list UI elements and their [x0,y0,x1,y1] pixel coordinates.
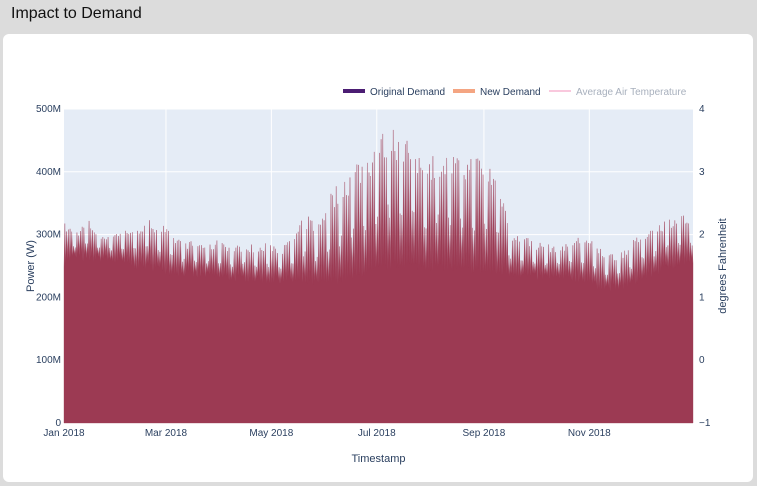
legend-item[interactable]: New Demand [453,87,541,98]
y-tick-label: 400M [36,167,61,178]
chart-card: 0 100M 200M 300M 400M 500M −1 0 1 2 3 4 Jan 2018 Mar … [3,34,753,482]
y2-tick-label: 0 [699,355,705,366]
legend-label: New Demand [480,87,541,98]
demand-chart: 0 100M 200M 300M 400M 500M −1 0 1 2 3 4 Jan 2018 Mar … [25,87,729,465]
y2-tick-label: −1 [699,418,711,429]
x-tick-label: May 2018 [249,428,293,439]
x-axis-title: Timestamp [352,453,406,465]
y-tick-label: 200M [36,292,61,303]
x-tick-label: Nov 2018 [568,428,611,439]
legend-label: Original Demand [370,87,445,98]
legend-label: Average Air Temperature [576,87,687,98]
y-axis-title: Power (W) [25,240,37,292]
page-title: Impact to Demand [11,5,142,22]
x-tick-label: Sep 2018 [462,428,505,439]
y2-tick-label: 1 [699,292,705,303]
y-tick-label: 300M [36,230,61,241]
y-tick-label: 500M [36,104,61,115]
y2-axis-title: degrees Fahrenheit [717,218,729,313]
x-tick-label: Mar 2018 [145,428,188,439]
x-tick-label: Jan 2018 [43,428,85,439]
legend-item[interactable]: Original Demand [343,87,445,98]
demand-area [63,129,694,424]
y2-tick-label: 4 [699,104,705,115]
legend-item[interactable]: Average Air Temperature [549,87,687,98]
y2-tick-label: 2 [699,230,705,241]
area-layer [63,129,694,424]
y2-tick-label: 3 [699,167,705,178]
y-tick-label: 0 [55,418,61,429]
x-tick-label: Jul 2018 [358,428,396,439]
legend[interactable]: Original Demand New Demand Average Air Tem… [343,87,687,98]
axis-layer: 0 100M 200M 300M 400M 500M −1 0 1 2 3 4 Jan 2018 Mar … [36,104,711,439]
y-tick-label: 100M [36,355,61,366]
